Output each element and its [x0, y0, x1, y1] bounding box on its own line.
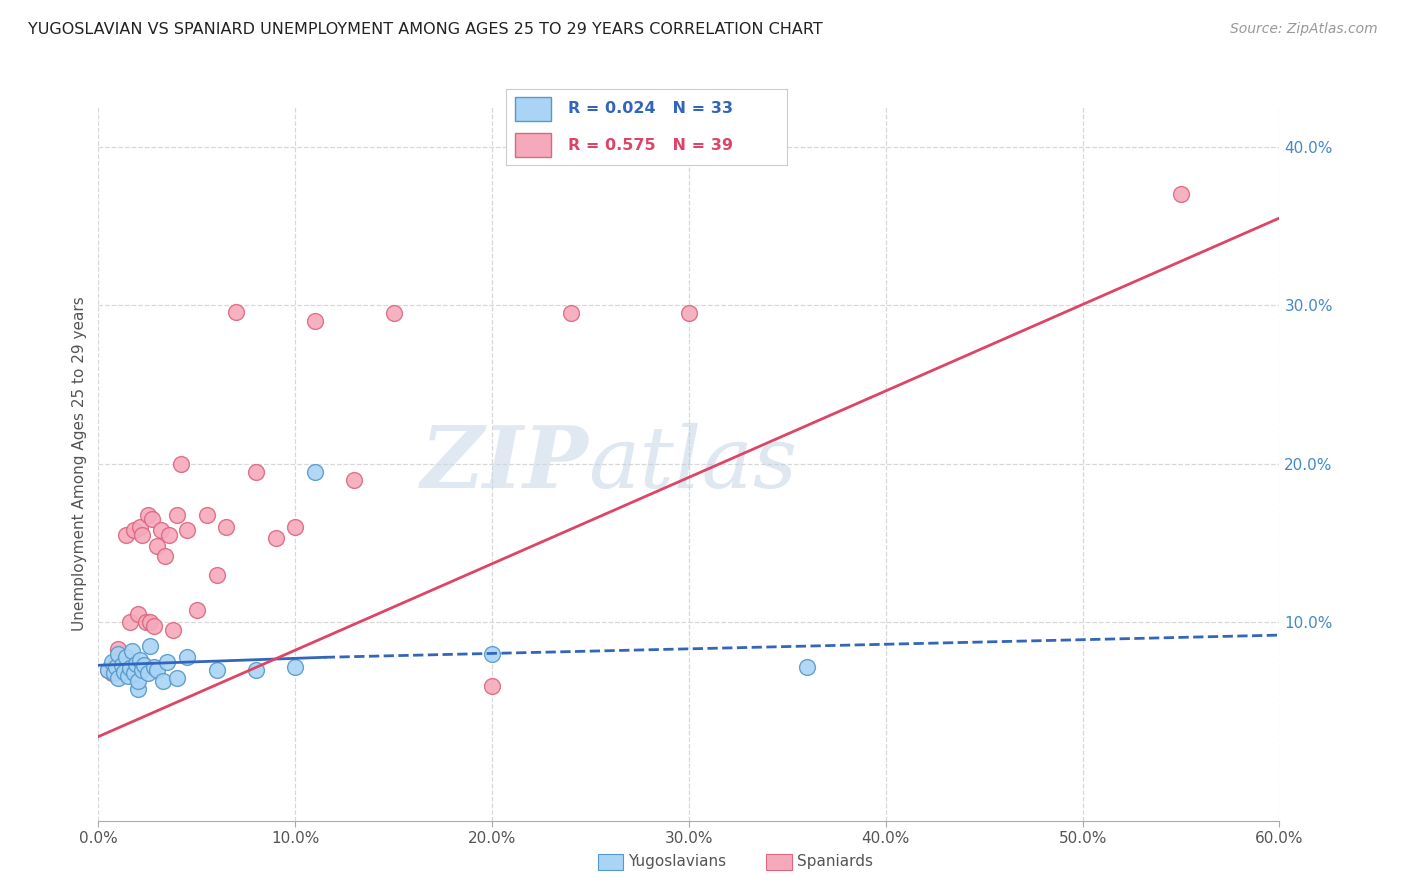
Point [1170, 187, 1192, 202]
Point [136, 666, 159, 681]
Text: atlas: atlas [589, 423, 797, 505]
Point [205, 567, 228, 582]
Point [560, 306, 582, 320]
Point [796, 660, 818, 674]
Point [118, 615, 141, 630]
Point [111, 658, 134, 673]
Point [195, 508, 218, 522]
Point [157, 528, 180, 542]
Point [138, 639, 160, 653]
Text: Source: ZipAtlas.com: Source: ZipAtlas.com [1230, 22, 1378, 37]
Point [162, 624, 184, 638]
Point [127, 681, 149, 696]
Point [156, 655, 179, 669]
Point [112, 665, 135, 679]
Point [166, 671, 188, 685]
Point [117, 669, 139, 683]
Point [115, 650, 138, 665]
Text: ZIP: ZIP [420, 422, 589, 506]
Text: R = 0.575   N = 39: R = 0.575 N = 39 [568, 137, 733, 153]
Point [176, 524, 198, 538]
Point [481, 647, 503, 661]
Point [284, 660, 307, 674]
Point [215, 520, 238, 534]
Point [122, 524, 145, 538]
Point [101, 666, 124, 681]
Point [132, 658, 155, 673]
Point [128, 520, 150, 534]
Point [304, 314, 326, 328]
Point [105, 655, 128, 669]
Point [343, 473, 366, 487]
Point [304, 465, 326, 479]
Point [138, 615, 160, 630]
Point [176, 650, 198, 665]
Point [678, 306, 700, 320]
Point [141, 512, 163, 526]
Point [107, 647, 129, 661]
Text: YUGOSLAVIAN VS SPANIARD UNEMPLOYMENT AMONG AGES 25 TO 29 YEARS CORRELATION CHART: YUGOSLAVIAN VS SPANIARD UNEMPLOYMENT AMO… [28, 22, 823, 37]
Point [245, 663, 267, 677]
Point [122, 666, 145, 681]
Point [135, 615, 157, 630]
Point [382, 306, 405, 320]
Point [205, 663, 228, 677]
Point [127, 674, 149, 689]
Point [103, 666, 125, 681]
Point [155, 549, 177, 563]
Text: R = 0.024   N = 33: R = 0.024 N = 33 [568, 102, 733, 117]
Bar [515, 97, 551, 121]
Point [127, 607, 149, 622]
Point [186, 603, 208, 617]
Point [142, 660, 165, 674]
Point [245, 465, 267, 479]
Point [107, 671, 129, 685]
Point [152, 674, 174, 689]
Point [101, 655, 124, 669]
Point [131, 528, 153, 542]
Point [115, 528, 138, 542]
Point [131, 663, 153, 677]
Point [225, 304, 247, 318]
Point [121, 644, 143, 658]
Point [142, 618, 165, 632]
Bar [515, 133, 551, 158]
Text: Yugoslavians: Yugoslavians [628, 855, 727, 869]
Point [170, 457, 193, 471]
Point [264, 532, 287, 546]
Point [136, 508, 159, 522]
Point [146, 539, 169, 553]
Point [118, 661, 141, 675]
Point [166, 508, 188, 522]
Point [97, 663, 120, 677]
Point [128, 653, 150, 667]
Point [97, 663, 120, 677]
Point [105, 660, 128, 674]
Point [146, 663, 169, 677]
Point [284, 520, 307, 534]
Point [481, 679, 503, 693]
Y-axis label: Unemployment Among Ages 25 to 29 years: Unemployment Among Ages 25 to 29 years [72, 296, 87, 632]
Text: Spaniards: Spaniards [797, 855, 873, 869]
Point [150, 524, 173, 538]
Point [125, 657, 148, 671]
Point [107, 642, 129, 657]
Point [111, 660, 134, 674]
